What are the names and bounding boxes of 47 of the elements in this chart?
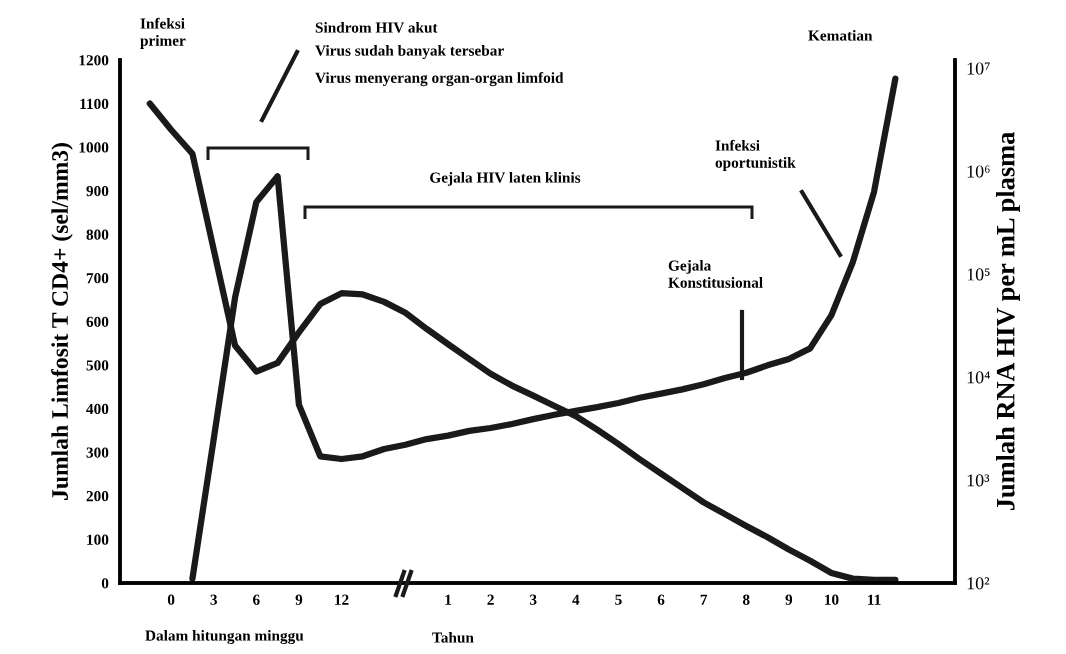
x-tick-label: 3 bbox=[210, 594, 218, 605]
y-tick-label: 1000 bbox=[79, 142, 109, 153]
y-tick-label: 0 bbox=[101, 578, 109, 589]
x-tick-label: 11 bbox=[868, 594, 881, 605]
y2-tick-label: 10⁶ bbox=[967, 165, 990, 178]
y-tick-label: 700 bbox=[86, 273, 109, 284]
text: Tahun bbox=[432, 632, 474, 643]
x-tick-label: 10 bbox=[825, 594, 839, 605]
y-tick-label: 1100 bbox=[80, 98, 109, 110]
x-tick-label: 7 bbox=[700, 594, 708, 605]
y2-tick-label: 10⁴ bbox=[967, 371, 990, 384]
annotation: Infeksi oportunistik bbox=[715, 139, 796, 171]
x-tick-label: 9 bbox=[295, 594, 303, 605]
y2-tick-label: 10³ bbox=[967, 474, 990, 487]
y2-tick-label: 10² bbox=[967, 577, 990, 590]
x-tick-label: 12 bbox=[335, 594, 349, 605]
y2-tick-label: 10⁷ bbox=[967, 62, 990, 75]
y-tick-label: 100 bbox=[87, 534, 109, 545]
x-tick-label: 9 bbox=[785, 594, 793, 605]
text: Kematian bbox=[808, 30, 873, 41]
x-tick-label: 3 bbox=[530, 594, 537, 605]
y2-tick-label: 10⁵ bbox=[967, 268, 990, 281]
x-tick-label: 1 bbox=[445, 594, 452, 605]
text: Sindrom HIV akut bbox=[315, 22, 438, 33]
y-tick-label: 200 bbox=[86, 490, 109, 502]
y-tick-label: 400 bbox=[86, 403, 109, 415]
y-tick-label: 900 bbox=[86, 185, 109, 197]
x-tick-label: 0 bbox=[167, 594, 175, 605]
text: Infeksi primer bbox=[140, 17, 186, 49]
y-tick-label: 500 bbox=[86, 360, 109, 371]
x-tick-label: 8 bbox=[742, 594, 750, 605]
x-tick-label: 5 bbox=[615, 594, 622, 605]
y-tick-label: 1200 bbox=[79, 55, 109, 66]
x-tick-label: 4 bbox=[572, 594, 580, 605]
text: Virus sudah banyak tersebar bbox=[315, 45, 504, 59]
x-tick-label: 2 bbox=[487, 594, 494, 605]
y-tick-label: 300 bbox=[86, 447, 109, 458]
annotation: Gejala HIV laten klinis bbox=[430, 172, 581, 186]
annotation: Gejala Konstitusional bbox=[668, 260, 763, 288]
x-tick-label: 6 bbox=[657, 594, 665, 605]
y-tick-label: 600 bbox=[86, 316, 109, 327]
y2-axis-title: Jumlah RNA HIV per mL plasma bbox=[996, 132, 1020, 511]
y-axis-title: Jumlah Limfosit T CD4+ (sel/mm3) bbox=[51, 143, 73, 500]
text: Dalam hitungan minggu bbox=[145, 630, 304, 644]
x-tick-label: 6 bbox=[253, 594, 260, 605]
y-tick-label: 800 bbox=[86, 229, 109, 240]
annotation: Virus menyerang organ-organ limfoid bbox=[315, 72, 564, 87]
